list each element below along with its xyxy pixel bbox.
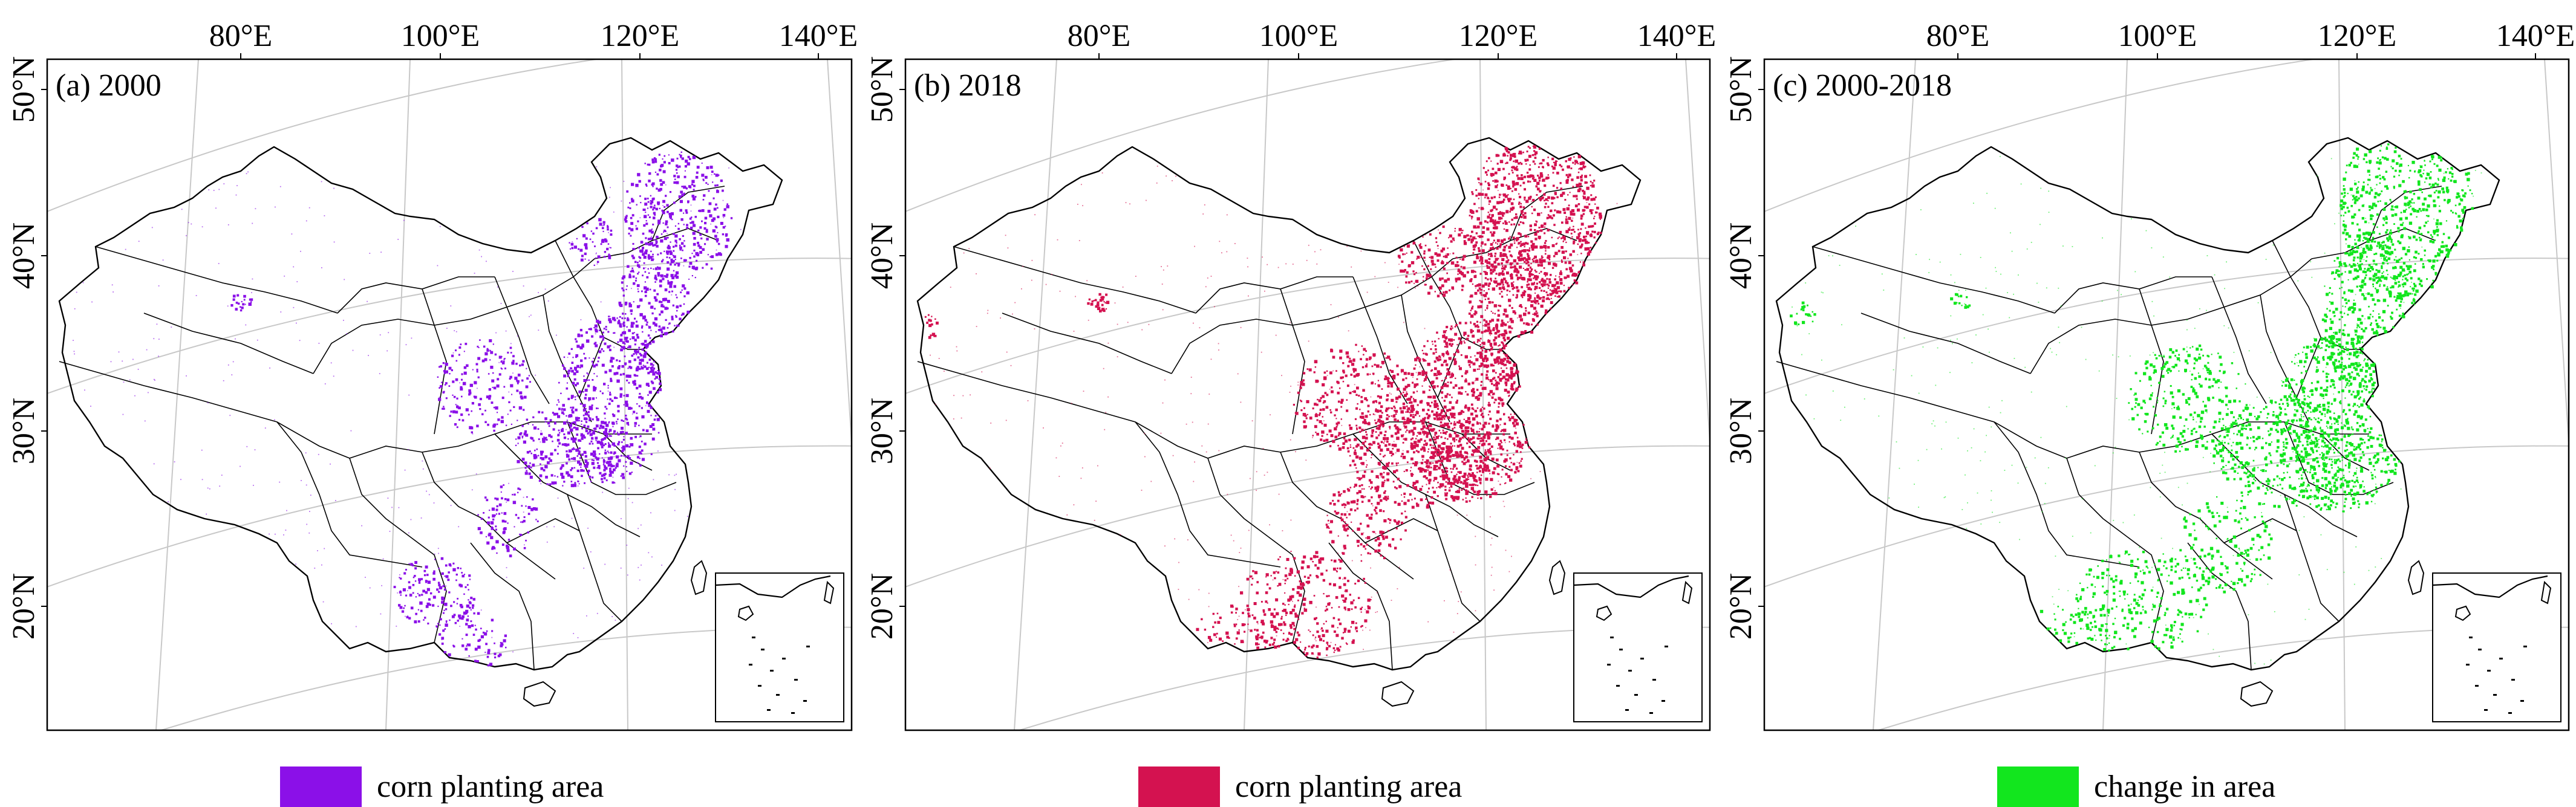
lat-label-a-1: 40°N — [7, 222, 41, 289]
lon-label-b-2: 120°E — [1459, 19, 1538, 53]
lat-label-b-1: 40°N — [865, 222, 899, 289]
axis-ticks-a — [41, 53, 819, 607]
lat-label-b-2: 30°N — [865, 398, 899, 464]
legend-swatch-a — [280, 766, 362, 807]
legend-swatch-b — [1138, 766, 1220, 807]
lon-label-c-2: 120°E — [2318, 19, 2397, 53]
lat-label-a-0: 50°N — [7, 56, 41, 123]
legend-b: corn planting area — [1138, 766, 1462, 807]
south-china-sea-inset-b — [1573, 572, 1703, 722]
axis-ticks-b — [899, 53, 1677, 607]
panel-label-a: (a) 2000 — [56, 68, 161, 103]
planting-pixels-a — [73, 151, 742, 667]
map-frame-b — [904, 58, 1711, 731]
lon-label-b-0: 80°E — [1068, 19, 1131, 53]
lon-label-a-1: 100°E — [401, 19, 480, 53]
axis-ticks-c — [1758, 53, 2536, 607]
lat-label-b-3: 20°N — [865, 573, 899, 640]
lat-label-a-2: 30°N — [7, 398, 41, 464]
lat-label-c-1: 40°N — [1724, 222, 1758, 289]
legend-label-c: change in area — [2094, 770, 2275, 804]
lon-label-a-2: 120°E — [601, 19, 680, 53]
south-china-sea-inset-a — [715, 572, 844, 722]
lon-label-c-1: 100°E — [2118, 19, 2197, 53]
planting-pixels-b — [924, 144, 1618, 659]
lon-label-b-1: 100°E — [1259, 19, 1339, 53]
lon-label-c-0: 80°E — [1926, 19, 1990, 53]
lon-label-c-3: 140°E — [2496, 19, 2575, 53]
graticule-c — [1764, 59, 2569, 730]
map-panel-b: 80°E 100°E 120°E 140°E 50°N 40°N 30°N 20°N (b) 2… — [865, 19, 1717, 807]
lat-label-a-3: 20°N — [7, 573, 41, 640]
lon-label-a-3: 140°E — [779, 19, 858, 53]
south-china-sea-inset-c — [2432, 572, 2561, 722]
legend-label-a: corn planting area — [377, 770, 604, 804]
panel-label-c: (c) 2000-2018 — [1773, 68, 1952, 103]
china-map-outline-b — [916, 137, 1642, 707]
lon-label-b-3: 140°E — [1637, 19, 1717, 53]
lon-label-a-0: 80°E — [209, 19, 273, 53]
map-frame-c — [1763, 58, 2570, 731]
planting-pixels-c — [1790, 143, 2482, 665]
lat-label-b-0: 50°N — [865, 56, 899, 123]
legend-c: change in area — [1997, 766, 2275, 807]
legend-a: corn planting area — [280, 766, 604, 807]
legend-label-b: corn planting area — [1235, 770, 1462, 804]
panel-label-b: (b) 2018 — [914, 68, 1022, 103]
lat-label-c-3: 20°N — [1724, 573, 1758, 640]
legend-swatch-c — [1997, 766, 2079, 807]
lat-label-c-0: 50°N — [1724, 56, 1758, 123]
graticule-b — [905, 59, 1710, 730]
map-frame-a — [46, 58, 853, 731]
map-panel-c: 80°E 100°E 120°E 140°E 50°N 40°N 30°N 20°N (c) 2… — [1724, 19, 2575, 807]
map-panel-a: 80°E 100°E 120°E 140°E 50°N 40°N 30°N 20°N (a) 2… — [7, 19, 858, 807]
china-map-outline-a — [58, 137, 783, 707]
china-map-outline-c — [1775, 137, 2500, 707]
lat-label-c-2: 30°N — [1724, 398, 1758, 464]
